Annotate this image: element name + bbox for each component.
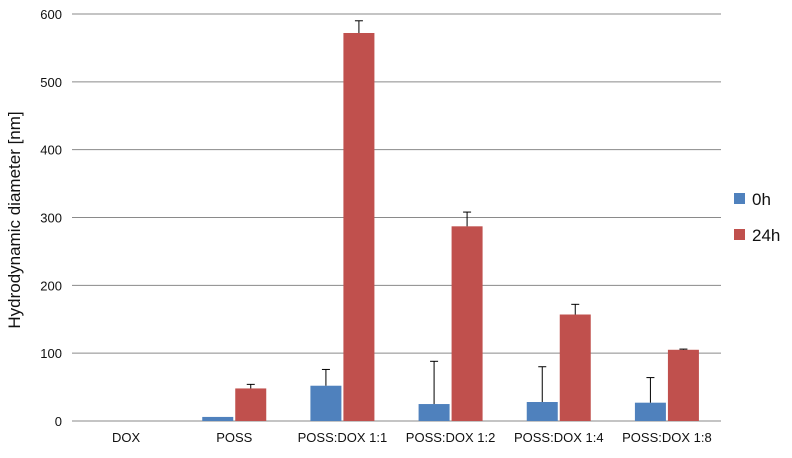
x-axis-categories: DOX POSS POSS:DOX 1:1 POSS:DOX 1:2 POSS:DOX …: [112, 430, 712, 445]
y-axis-label: Hydrodynamic diameter [nm]: [5, 111, 24, 328]
bar-24h-5: [667, 349, 699, 421]
x-category-label: DOX: [112, 430, 141, 445]
bar-24h-1: [235, 388, 267, 421]
legend-swatch-24h: [734, 229, 745, 240]
bar-0h-1: [202, 416, 234, 421]
y-tick-label: 100: [40, 346, 62, 361]
bar-24h-4: [559, 314, 591, 421]
bar-0h-4: [526, 402, 558, 421]
x-category-label: POSS:DOX 1:1: [298, 430, 388, 445]
y-tick-label: 200: [40, 278, 62, 293]
y-axis-ticks: 0 100 200 300 400 500 600: [40, 7, 62, 429]
y-tick-label: 0: [55, 414, 62, 429]
bar-24h-3: [451, 226, 483, 421]
bar-24h-2: [343, 32, 375, 421]
x-category-label: POSS: [216, 430, 252, 445]
bar-0h-2: [310, 385, 342, 421]
x-category-label: POSS:DOX 1:4: [514, 430, 604, 445]
x-category-label: POSS:DOX 1:2: [406, 430, 496, 445]
x-category-label: POSS:DOX 1:8: [622, 430, 712, 445]
legend-label-0h: 0h: [752, 190, 771, 209]
gridlines: [72, 13, 721, 422]
y-tick-label: 400: [40, 143, 62, 158]
bar-0h-5: [634, 402, 666, 421]
y-tick-label: 500: [40, 75, 62, 90]
error-bars: [246, 20, 688, 405]
y-tick-label: 300: [40, 211, 62, 226]
y-tick-label: 600: [40, 7, 62, 22]
bar-0h-3: [418, 404, 450, 421]
bars: [202, 32, 699, 421]
legend-label-24h: 24h: [752, 226, 780, 245]
legend-swatch-0h: [734, 193, 745, 204]
legend: 0h 24h: [734, 190, 780, 245]
